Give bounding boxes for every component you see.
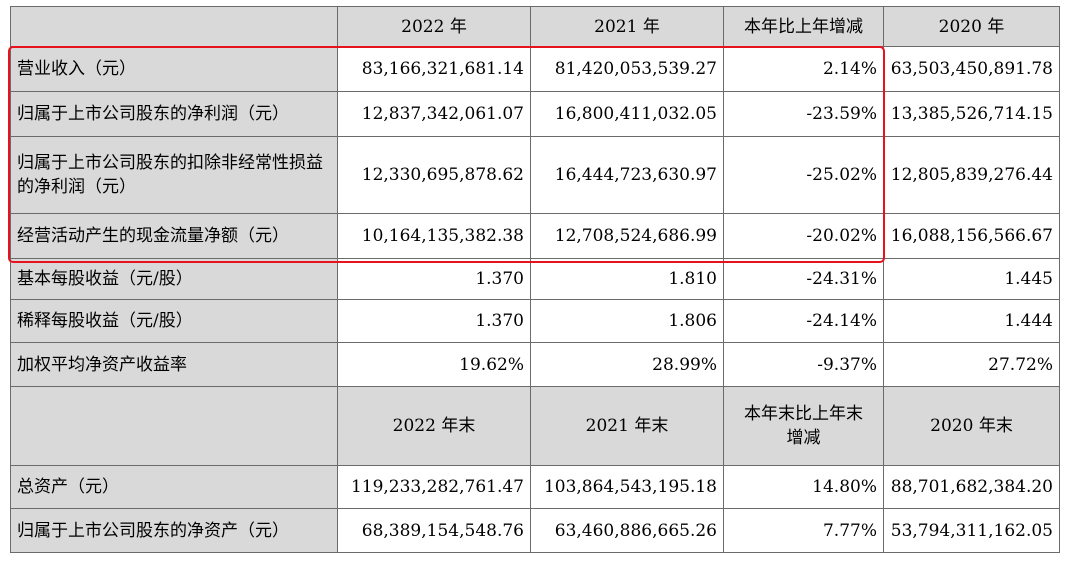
cell-value: 103,864,543,195.18 — [530, 465, 724, 509]
cell-value: 1.370 — [337, 299, 531, 343]
row-label-operating-cash-flow: 经营活动产生的现金流量净额（元） — [10, 213, 338, 259]
row-label-net-assets: 归属于上市公司股东的净资产（元） — [10, 508, 338, 553]
cell-value: -9.37% — [723, 342, 884, 387]
row-label-total-assets: 总资产（元） — [10, 465, 338, 509]
cell-value: 81,420,053,539.27 — [530, 46, 724, 92]
table-row: 归属于上市公司股东的净资产（元） 68,389,154,548.76 63,46… — [10, 508, 1060, 553]
cell-value: 2.14% — [723, 46, 884, 92]
header-corner-cell — [10, 386, 338, 466]
table-row: 经营活动产生的现金流量净额（元） 10,164,135,382.38 12,70… — [10, 213, 1060, 259]
cell-value: -24.31% — [723, 258, 884, 300]
table-row: 归属于上市公司股东的扣除非经常性损益的净利润（元） 12,330,695,878… — [10, 136, 1060, 214]
cell-value: 63,460,886,665.26 — [530, 508, 724, 553]
table-row: 稀释每股收益（元/股） 1.370 1.806 -24.14% 1.444 — [10, 299, 1060, 343]
header-corner-cell — [10, 6, 338, 47]
header-2021-year-end: 2021 年末 — [530, 386, 724, 466]
header-2020: 2020 年 — [883, 6, 1060, 47]
cell-value: 1.445 — [883, 258, 1060, 300]
header-year-end-change: 本年末比上年末增减 — [723, 386, 884, 466]
cell-value: 16,800,411,032.05 — [530, 91, 724, 137]
cell-value: 68,389,154,548.76 — [337, 508, 531, 553]
cell-value: 7.77% — [723, 508, 884, 553]
cell-value: 1.370 — [337, 258, 531, 300]
table-row: 总资产（元） 119,233,282,761.47 103,864,543,19… — [10, 465, 1060, 509]
header-2020-year-end: 2020 年末 — [883, 386, 1060, 466]
cell-value: 27.72% — [883, 342, 1060, 387]
header-2021: 2021 年 — [530, 6, 724, 47]
header-row-annual: 2022 年 2021 年 本年比上年增减 2020 年 — [10, 6, 1060, 47]
cell-value: 1.810 — [530, 258, 724, 300]
cell-value: -20.02% — [723, 213, 884, 259]
cell-value: -24.14% — [723, 299, 884, 343]
row-label-basic-eps: 基本每股收益（元/股） — [10, 258, 338, 300]
cell-value: 13,385,526,714.15 — [883, 91, 1060, 137]
cell-value: 28.99% — [530, 342, 724, 387]
header-yoy-change: 本年比上年增减 — [723, 6, 884, 47]
cell-value: 1.444 — [883, 299, 1060, 343]
cell-value: 16,088,156,566.67 — [883, 213, 1060, 259]
cell-value: 10,164,135,382.38 — [337, 213, 531, 259]
cell-value: 12,708,524,686.99 — [530, 213, 724, 259]
table-row: 基本每股收益（元/股） 1.370 1.810 -24.31% 1.445 — [10, 258, 1060, 300]
header-2022: 2022 年 — [337, 6, 531, 47]
cell-value: 119,233,282,761.47 — [337, 465, 531, 509]
header-row-year-end: 2022 年末 2021 年末 本年末比上年末增减 2020 年末 — [10, 386, 1060, 466]
cell-value: 63,503,450,891.78 — [883, 46, 1060, 92]
cell-value: 19.62% — [337, 342, 531, 387]
row-label-net-profit-deducted: 归属于上市公司股东的扣除非经常性损益的净利润（元） — [10, 136, 338, 214]
row-label-revenue: 营业收入（元） — [10, 46, 338, 92]
cell-value: 83,166,321,681.14 — [337, 46, 531, 92]
row-label-diluted-eps: 稀释每股收益（元/股） — [10, 299, 338, 343]
cell-value: 1.806 — [530, 299, 724, 343]
cell-value: 53,794,311,162.05 — [883, 508, 1060, 553]
cell-value: 12,837,342,061.07 — [337, 91, 531, 137]
cell-value: -25.02% — [723, 136, 884, 214]
cell-value: 14.80% — [723, 465, 884, 509]
cell-value: 12,805,839,276.44 — [883, 136, 1060, 214]
financial-summary-table: 2022 年 2021 年 本年比上年增减 2020 年 营业收入（元） 83,… — [10, 6, 1060, 553]
table-row: 归属于上市公司股东的净利润（元） 12,837,342,061.07 16,80… — [10, 91, 1060, 137]
table-row: 加权平均净资产收益率 19.62% 28.99% -9.37% 27.72% — [10, 342, 1060, 387]
header-2022-year-end: 2022 年末 — [337, 386, 531, 466]
row-label-weighted-roe: 加权平均净资产收益率 — [10, 342, 338, 387]
table-row: 营业收入（元） 83,166,321,681.14 81,420,053,539… — [10, 46, 1060, 92]
row-label-net-profit: 归属于上市公司股东的净利润（元） — [10, 91, 338, 137]
cell-value: 88,701,682,384.20 — [883, 465, 1060, 509]
cell-value: 12,330,695,878.62 — [337, 136, 531, 214]
cell-value: -23.59% — [723, 91, 884, 137]
cell-value: 16,444,723,630.97 — [530, 136, 724, 214]
